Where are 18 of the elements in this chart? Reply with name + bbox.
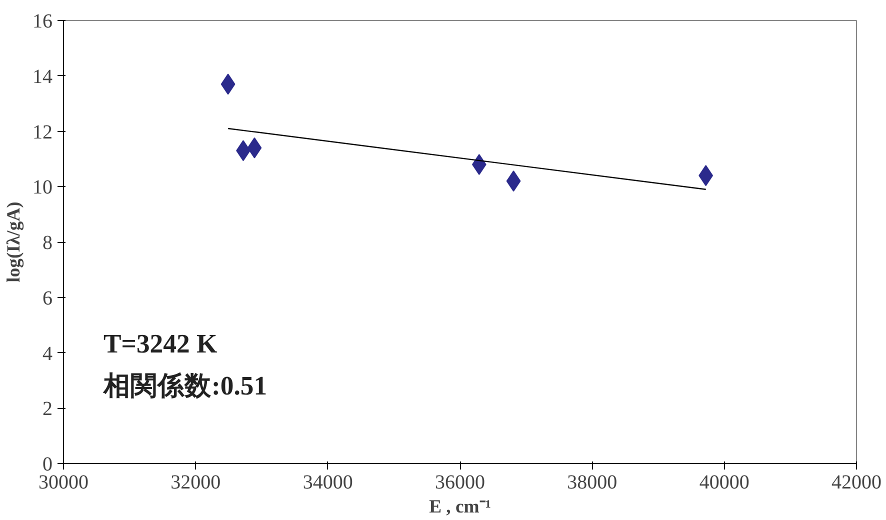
x-tick-label: 34000 [302,472,353,494]
annotation: T=3242 K [104,328,218,358]
y-tick-label: 14 [32,66,52,88]
y-tick-label: 6 [42,287,52,310]
y-tick-label: 12 [32,121,52,144]
x-tick-label: 40000 [699,472,750,494]
y-tick-label: 10 [32,176,52,199]
annotation: 相関係数:0.51 [102,370,268,400]
x-tick-label: 32000 [170,472,221,494]
y-tick-label: 2 [42,398,52,420]
x-tick-label: 36000 [435,472,485,494]
y-axis-title: log(Iλ/gA) [4,202,24,282]
y-tick-label: 16 [32,10,52,32]
y-tick-label: 4 [42,342,52,365]
x-axis-title: E , cm⁻¹ [429,496,491,518]
x-tick-label: 42000 [832,472,882,494]
x-tick-label: 38000 [567,472,618,494]
y-tick-label: 8 [42,232,52,254]
